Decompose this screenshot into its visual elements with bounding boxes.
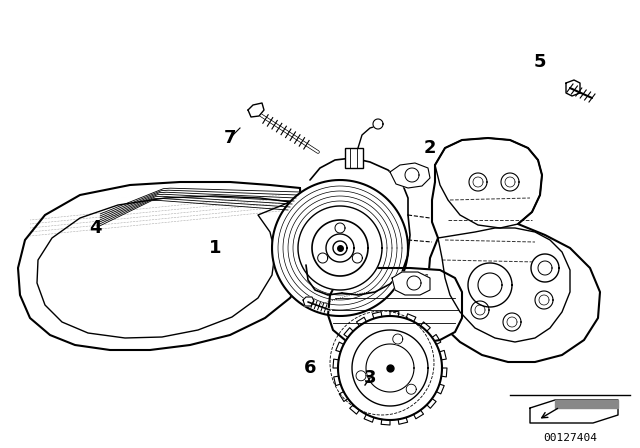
Text: 3: 3 [364, 369, 376, 387]
Text: 1: 1 [209, 239, 221, 257]
Polygon shape [535, 291, 553, 309]
Polygon shape [333, 241, 347, 255]
Polygon shape [338, 316, 442, 420]
Text: 5: 5 [534, 53, 547, 71]
Polygon shape [373, 119, 383, 129]
Bar [345, 148, 363, 168]
Polygon shape [392, 272, 430, 295]
Polygon shape [356, 371, 366, 381]
Polygon shape [468, 263, 512, 307]
Polygon shape [469, 173, 487, 191]
Text: 6: 6 [304, 359, 316, 377]
Polygon shape [406, 384, 416, 394]
Polygon shape [503, 313, 521, 331]
Polygon shape [298, 206, 382, 290]
Polygon shape [566, 80, 580, 96]
Polygon shape [530, 400, 618, 423]
Polygon shape [328, 268, 462, 345]
Polygon shape [393, 334, 403, 344]
Polygon shape [428, 138, 600, 362]
Polygon shape [531, 254, 559, 282]
Text: 7: 7 [224, 129, 236, 147]
Polygon shape [501, 173, 519, 191]
Polygon shape [248, 103, 264, 117]
Text: 00127404: 00127404 [543, 433, 597, 443]
Polygon shape [555, 400, 618, 408]
Polygon shape [303, 297, 314, 306]
Polygon shape [471, 301, 489, 319]
Text: 2: 2 [424, 139, 436, 157]
Polygon shape [390, 163, 430, 188]
Polygon shape [18, 182, 308, 350]
Text: 4: 4 [89, 219, 101, 237]
Polygon shape [272, 180, 408, 316]
